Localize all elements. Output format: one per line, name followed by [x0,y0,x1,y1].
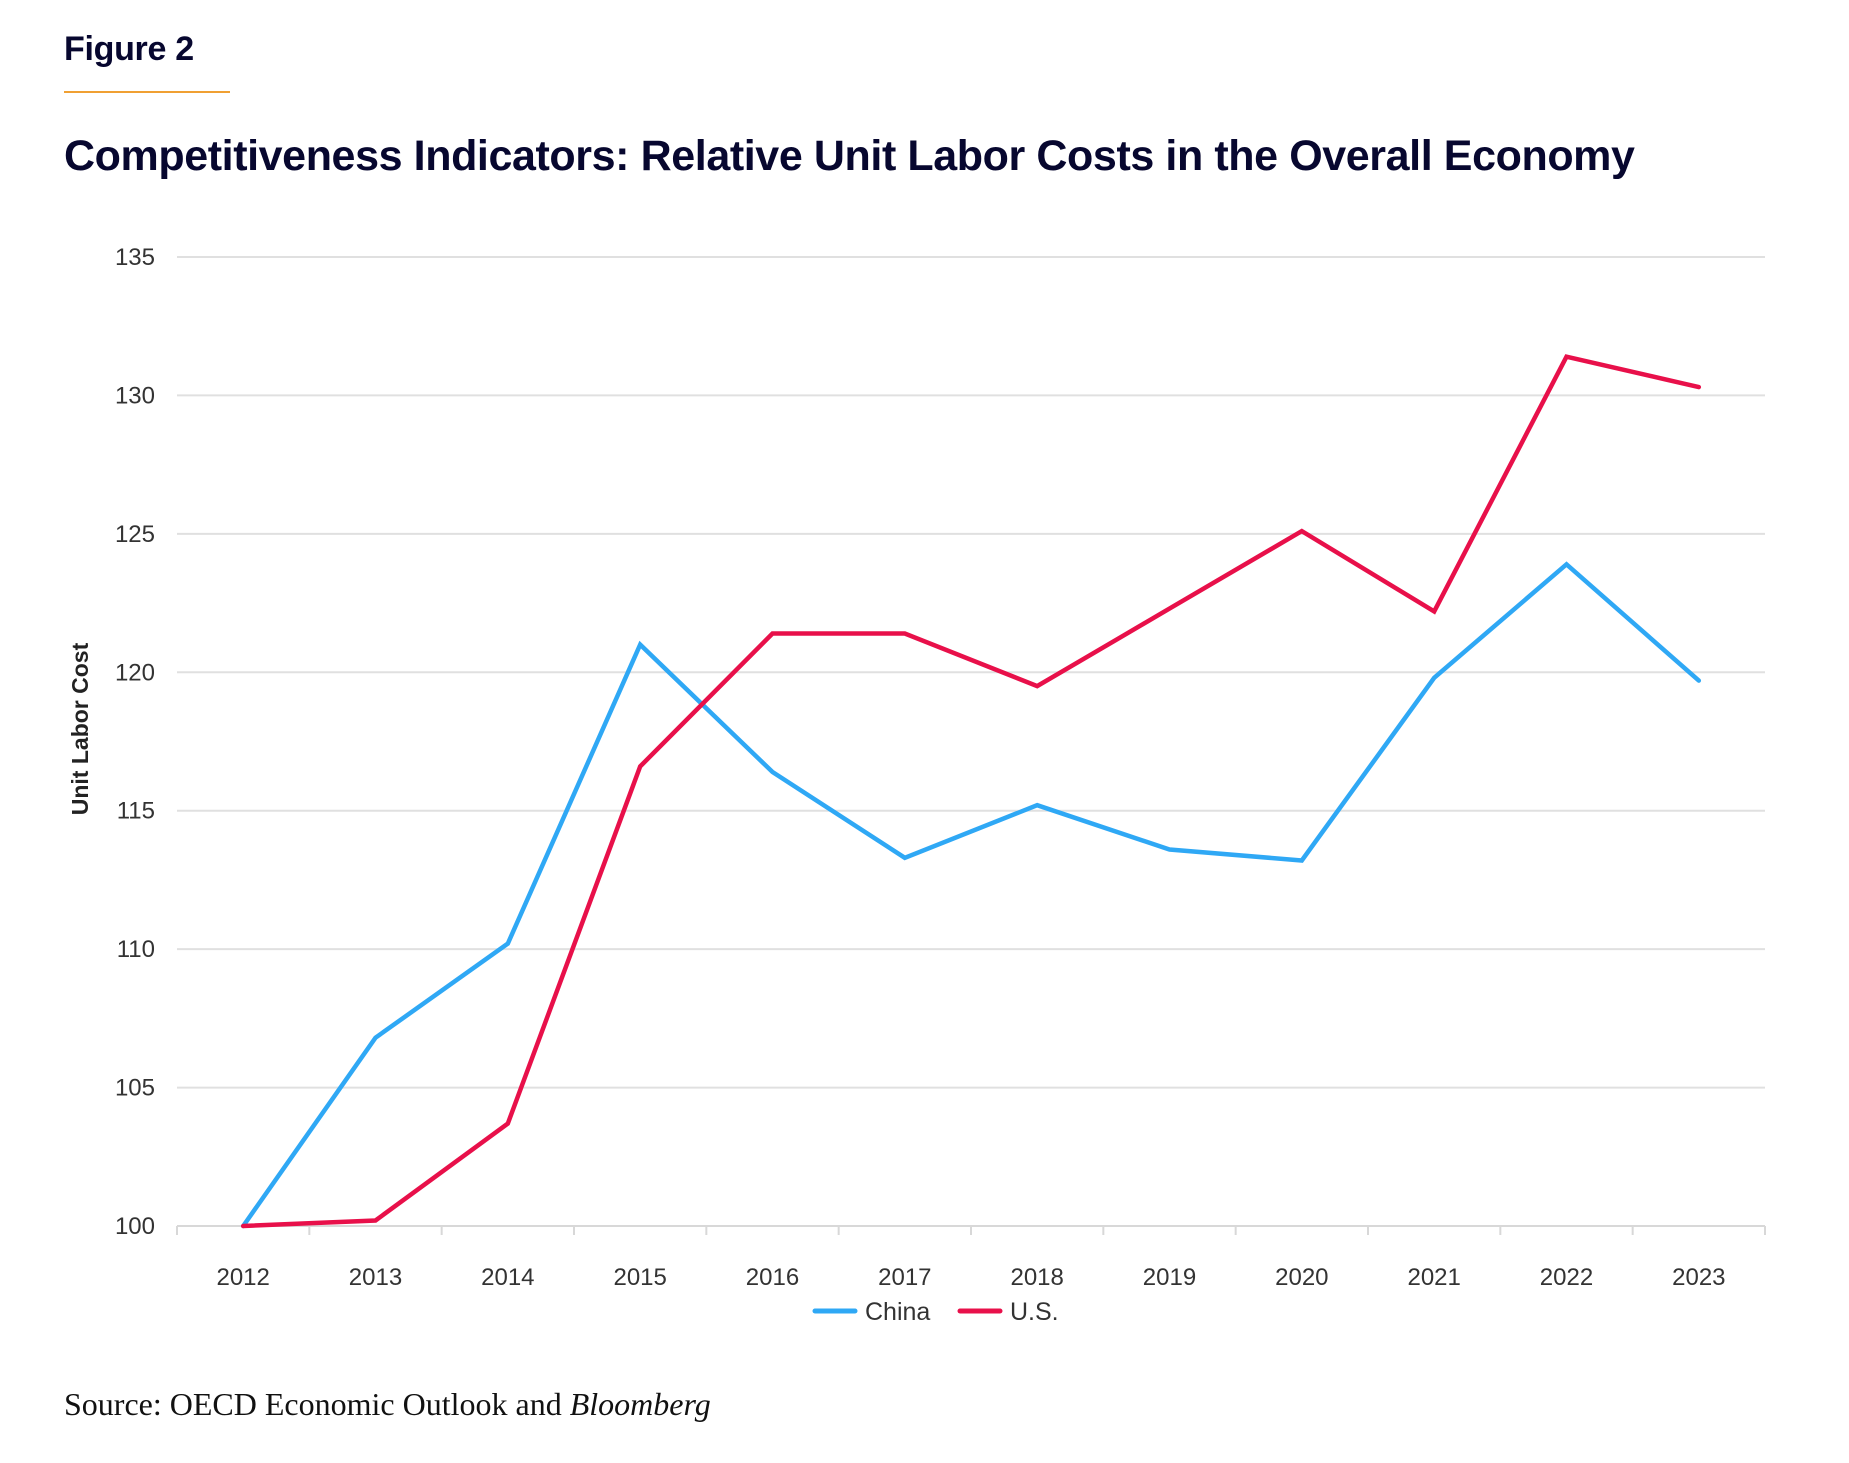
series-line-china [240,561,1702,1229]
y-tick-label: 105 [115,1075,155,1102]
series-line-us [240,354,1702,1229]
x-tick-label: 2017 [878,1264,931,1291]
legend-item-china[interactable]: China [812,1298,930,1326]
y-tick-label: 125 [115,521,155,548]
x-tick-labels: 2012 2013 2014 2015 2016 2017 2018 2019 2020 2021… [216,1264,1725,1291]
legend: China U.S. [812,1298,1059,1326]
x-tick-label: 2013 [349,1264,402,1291]
x-tick-label: 2021 [1407,1264,1460,1291]
x-axis [176,1225,1766,1235]
x-tick-label: 2020 [1275,1264,1328,1291]
y-tick-label: 130 [115,382,155,409]
source-text: Source: OECD Economic Outlook and [64,1386,570,1422]
x-tick-label: 2016 [746,1264,799,1291]
source-note: Source: OECD Economic Outlook and Bloomb… [64,1386,711,1423]
legend-label: China [865,1298,930,1326]
y-tick-label: 115 [117,798,155,825]
x-tick-label: 2019 [1143,1264,1196,1291]
x-tick-label: 2012 [216,1264,269,1291]
source-italic: Bloomberg [569,1386,711,1422]
x-tick-label: 2015 [613,1264,666,1291]
gridlines [177,256,1765,1089]
y-tick-label: 120 [115,659,155,686]
chart-title: Competitiveness Indicators: Relative Uni… [64,132,1635,180]
series-lines [240,354,1702,1229]
y-tick-label: 135 [115,244,155,271]
y-tick-label: 100 [115,1213,155,1240]
y-tick-label: 110 [117,936,155,963]
figure-label-underline [64,91,230,93]
y-tick-labels: 100 105 110 115 120 125 130 135 [115,244,155,1240]
x-tick-label: 2018 [1010,1264,1063,1291]
legend-label: U.S. [1010,1298,1059,1326]
x-tick-label: 2014 [481,1264,534,1291]
y-axis-label: Unit Labor Cost [67,642,93,815]
legend-item-us[interactable]: U.S. [957,1298,1059,1326]
x-tick-label: 2022 [1540,1264,1593,1291]
x-tick-label: 2023 [1672,1264,1725,1291]
figure-label: Figure 2 [64,30,194,68]
